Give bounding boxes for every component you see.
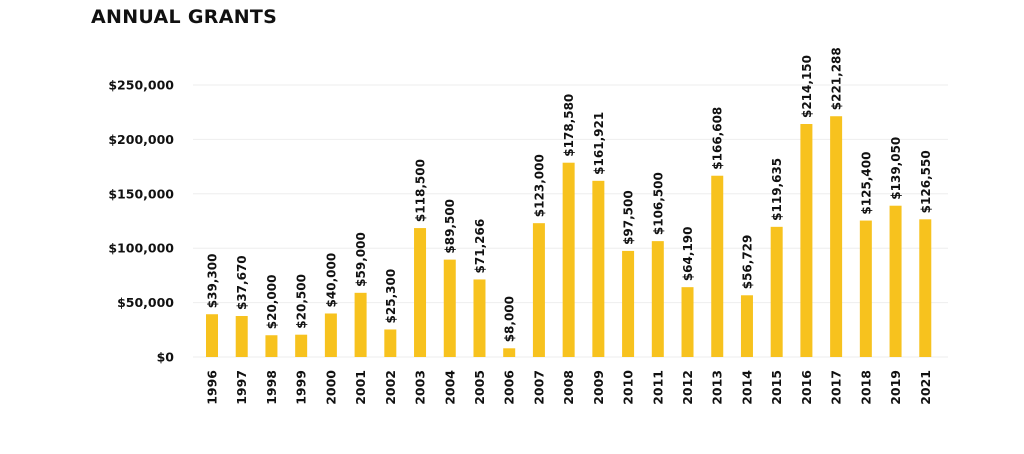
- bar: [592, 180, 605, 357]
- data-label: $214,150: [800, 55, 814, 118]
- bar: [384, 329, 397, 357]
- data-label: $139,050: [889, 137, 903, 200]
- bar: [503, 348, 516, 357]
- y-tick-label: $100,000: [108, 241, 174, 256]
- x-tick-label: 1998: [264, 370, 279, 405]
- x-tick-label: 2006: [502, 370, 517, 405]
- data-label: $56,729: [740, 235, 754, 290]
- data-label: $97,500: [622, 190, 636, 245]
- data-label: $25,300: [384, 269, 398, 324]
- bars: [206, 116, 932, 358]
- x-tick-label: 2010: [621, 370, 636, 405]
- bar: [414, 228, 427, 357]
- bar: [681, 287, 694, 357]
- bar: [859, 220, 872, 357]
- x-tick-label: 2003: [413, 370, 428, 405]
- y-tick-label: $50,000: [117, 295, 174, 310]
- x-tick-label: 2001: [353, 370, 368, 405]
- bar: [919, 219, 932, 357]
- y-tick-label: $250,000: [108, 78, 174, 93]
- data-label: $64,190: [681, 227, 695, 282]
- x-tick-label: 2016: [799, 370, 814, 405]
- data-label: $20,500: [295, 274, 309, 329]
- data-label: $59,000: [354, 232, 368, 287]
- bar: [443, 259, 456, 357]
- data-label: $126,550: [919, 150, 933, 213]
- data-label: $118,500: [414, 159, 428, 222]
- data-label: $39,300: [206, 254, 220, 309]
- bar: [265, 335, 278, 357]
- data-label: $106,500: [651, 172, 665, 235]
- x-tick-label: 2007: [531, 370, 546, 405]
- y-tick-label: $150,000: [108, 186, 174, 201]
- bar: [770, 226, 783, 357]
- x-tick-label: 2015: [769, 370, 784, 405]
- y-tick-label: $200,000: [108, 132, 174, 147]
- data-label: $166,608: [711, 107, 725, 170]
- x-tick-label: 2017: [829, 370, 844, 405]
- x-tick-label: 1999: [294, 370, 309, 405]
- x-tick-label: 2000: [323, 370, 338, 405]
- bar: [562, 162, 575, 357]
- bar: [622, 250, 635, 357]
- data-label: $125,400: [859, 152, 873, 215]
- bar: [740, 295, 753, 357]
- x-tick-label: 2002: [383, 370, 398, 405]
- bar: [651, 241, 664, 357]
- data-label: $37,670: [235, 255, 249, 310]
- x-tick-label: 1997: [234, 370, 249, 405]
- data-label: $20,000: [265, 275, 279, 330]
- x-tick-label: 2004: [442, 370, 457, 405]
- x-tick-label: 2018: [858, 370, 873, 405]
- x-tick-label: 2011: [650, 370, 665, 405]
- bar: [354, 292, 367, 357]
- x-tick-label: 2012: [680, 370, 695, 405]
- data-label: $221,288: [830, 47, 844, 110]
- data-label: $71,266: [473, 219, 487, 274]
- bar: [532, 223, 545, 357]
- x-tick-label: 2019: [888, 370, 903, 405]
- x-tick-label: 2005: [472, 370, 487, 405]
- x-tick-label: 2008: [561, 370, 576, 405]
- bar: [830, 116, 843, 358]
- y-tick-label: $0: [157, 350, 175, 365]
- bar: [800, 124, 813, 358]
- data-label: $161,921: [592, 112, 606, 175]
- x-tick-label: 2014: [739, 370, 754, 405]
- data-label: $119,635: [770, 158, 784, 221]
- bar: [235, 316, 248, 357]
- bar: [295, 334, 308, 357]
- x-tick-label: 2013: [710, 370, 725, 405]
- bar: [473, 279, 486, 357]
- x-tick-label: 2021: [918, 370, 933, 405]
- data-label: $40,000: [324, 253, 338, 308]
- x-tick-label: 2009: [591, 370, 606, 405]
- bar: [324, 313, 337, 357]
- data-label: $123,000: [532, 154, 546, 217]
- data-label: $89,500: [443, 199, 457, 254]
- x-axis-tick-labels: 1996 1997 1998 1999 2000 2001 2002 2003 2004 2005…: [205, 370, 933, 405]
- data-labels: $39,300 $37,670 $20,000 $20,500 $40,000 $59,0…: [206, 47, 933, 342]
- bar: [889, 205, 902, 357]
- bar: [711, 175, 724, 357]
- y-axis-tick-labels: $0 $50,000 $100,000 $150,000 $200,000 $250,00…: [108, 78, 174, 365]
- bar: [206, 314, 218, 357]
- x-tick-label: 1996: [205, 370, 220, 405]
- chart-title: ANNUAL GRANTS: [91, 6, 278, 28]
- data-label: $8,000: [503, 296, 517, 342]
- data-label: $178,580: [562, 94, 576, 157]
